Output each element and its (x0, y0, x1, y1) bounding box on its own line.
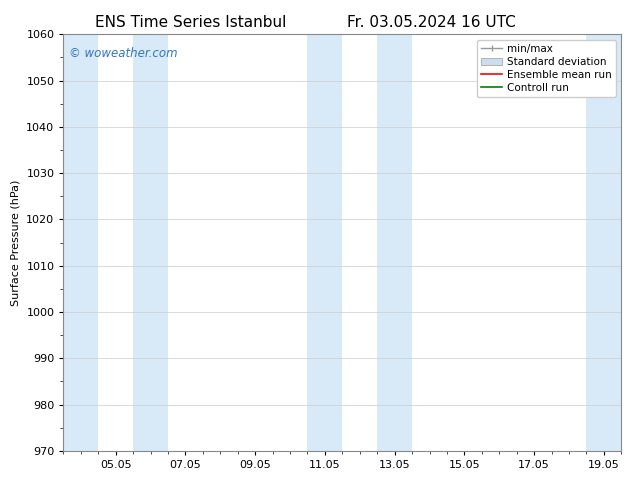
Y-axis label: Surface Pressure (hPa): Surface Pressure (hPa) (11, 179, 21, 306)
Bar (133, 34, 168, 451)
Bar (586, 34, 621, 451)
Text: © woweather.com: © woweather.com (69, 47, 178, 60)
Text: ENS Time Series Istanbul: ENS Time Series Istanbul (94, 15, 286, 30)
Bar (377, 34, 412, 451)
Bar (307, 34, 342, 451)
Text: Fr. 03.05.2024 16 UTC: Fr. 03.05.2024 16 UTC (347, 15, 515, 30)
Legend: min/max, Standard deviation, Ensemble mean run, Controll run: min/max, Standard deviation, Ensemble me… (477, 40, 616, 97)
Bar (63, 34, 98, 451)
